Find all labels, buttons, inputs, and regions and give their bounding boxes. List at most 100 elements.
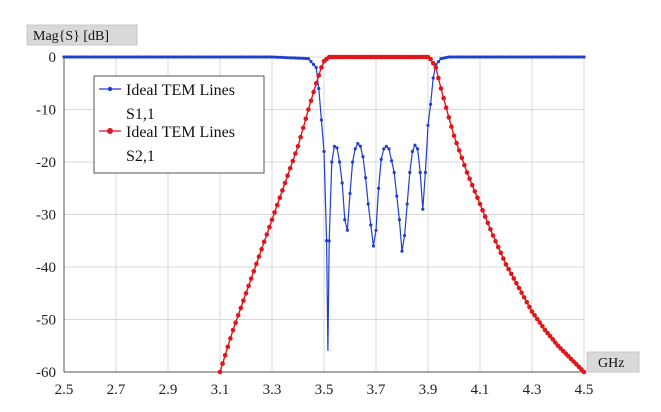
data-point [156, 55, 160, 59]
x-tick-label: 4.5 [575, 382, 594, 398]
data-point [470, 55, 474, 59]
data-point [231, 55, 235, 59]
data-point [309, 59, 313, 64]
data-point [119, 55, 123, 59]
data-point [104, 55, 108, 59]
data-point [572, 55, 576, 59]
legend-label-s21-line1: Ideal TEM Lines [126, 124, 235, 141]
data-point [475, 195, 480, 200]
data-point [303, 116, 309, 121]
data-point [106, 55, 110, 59]
data-point [540, 55, 545, 59]
y-tick-label: -40 [36, 260, 56, 276]
data-point [403, 233, 407, 238]
data-point [501, 256, 506, 261]
data-point [296, 56, 300, 60]
x-tick-labels: 2.5 2.7 2.9 3.1 3.3 3.5 3.7 3.9 4.1 4.3 4.5 [55, 382, 594, 398]
data-point [512, 55, 516, 59]
legend-box [93, 75, 265, 174]
legend-label-s11-line1: Ideal TEM Lines [126, 82, 235, 99]
data-point [202, 55, 206, 59]
legend-item-s11: Ideal TEM Lines S1,1 [99, 82, 235, 123]
data-point [379, 157, 383, 161]
data-point [311, 89, 316, 95]
data-point [348, 191, 352, 196]
data-point [345, 228, 349, 232]
data-point [280, 188, 285, 193]
data-point [278, 55, 282, 59]
data-point [559, 55, 563, 59]
data-point [443, 105, 449, 110]
data-point [65, 55, 69, 59]
data-point [581, 369, 587, 375]
data-point [91, 55, 95, 59]
data-point [517, 55, 521, 59]
data-point [460, 55, 464, 59]
data-point [495, 244, 501, 250]
data-point [351, 160, 355, 164]
series-layer [62, 54, 587, 375]
data-point [482, 214, 488, 219]
data-point [195, 55, 199, 59]
data-point [101, 55, 105, 59]
data-point [174, 55, 178, 59]
data-point [546, 55, 550, 59]
data-point [542, 327, 548, 333]
data-point [454, 140, 459, 146]
data-point [392, 170, 396, 175]
data-point [132, 55, 136, 59]
data-point [114, 55, 118, 59]
data-point [70, 55, 74, 59]
data-point [280, 55, 284, 60]
data-point [222, 352, 228, 358]
data-point [161, 55, 165, 59]
data-point [436, 75, 441, 81]
data-point [135, 55, 139, 59]
data-point [220, 361, 225, 366]
data-point [213, 55, 217, 59]
data-point [228, 336, 233, 341]
data-point [442, 56, 446, 60]
y-tick-label: -60 [36, 365, 56, 381]
data-point [439, 57, 443, 61]
data-point [252, 55, 256, 59]
data-point [504, 55, 508, 59]
data-point [374, 228, 378, 232]
data-point [382, 147, 386, 151]
data-point [130, 55, 134, 59]
data-point [313, 81, 319, 86]
data-point [520, 55, 524, 59]
data-point [88, 55, 92, 59]
data-point [295, 144, 301, 149]
data-point [270, 55, 274, 59]
data-point [243, 291, 249, 296]
data-point [446, 115, 452, 120]
data-point [574, 55, 578, 59]
data-point [163, 55, 167, 59]
data-point [481, 55, 485, 59]
data-point [96, 55, 100, 59]
data-point [308, 98, 314, 104]
x-tick-label: 3.1 [211, 382, 230, 398]
data-point [171, 55, 175, 59]
data-point [187, 55, 191, 59]
data-point [356, 142, 360, 146]
data-point [200, 55, 204, 59]
data-point [215, 55, 219, 59]
data-point [272, 210, 277, 215]
data-point [109, 55, 113, 59]
data-point [547, 334, 553, 339]
data-point [260, 55, 264, 59]
data-point [525, 55, 529, 59]
data-point [169, 55, 173, 59]
data-point [205, 55, 209, 59]
data-point [538, 55, 542, 59]
data-point [444, 55, 448, 60]
data-point [465, 55, 469, 59]
data-point [166, 55, 170, 59]
x-tick-label: 2.5 [55, 382, 74, 398]
x-tick-label: 3.9 [419, 382, 438, 398]
data-point [259, 246, 264, 252]
data-point [264, 232, 270, 237]
data-point [577, 55, 581, 59]
